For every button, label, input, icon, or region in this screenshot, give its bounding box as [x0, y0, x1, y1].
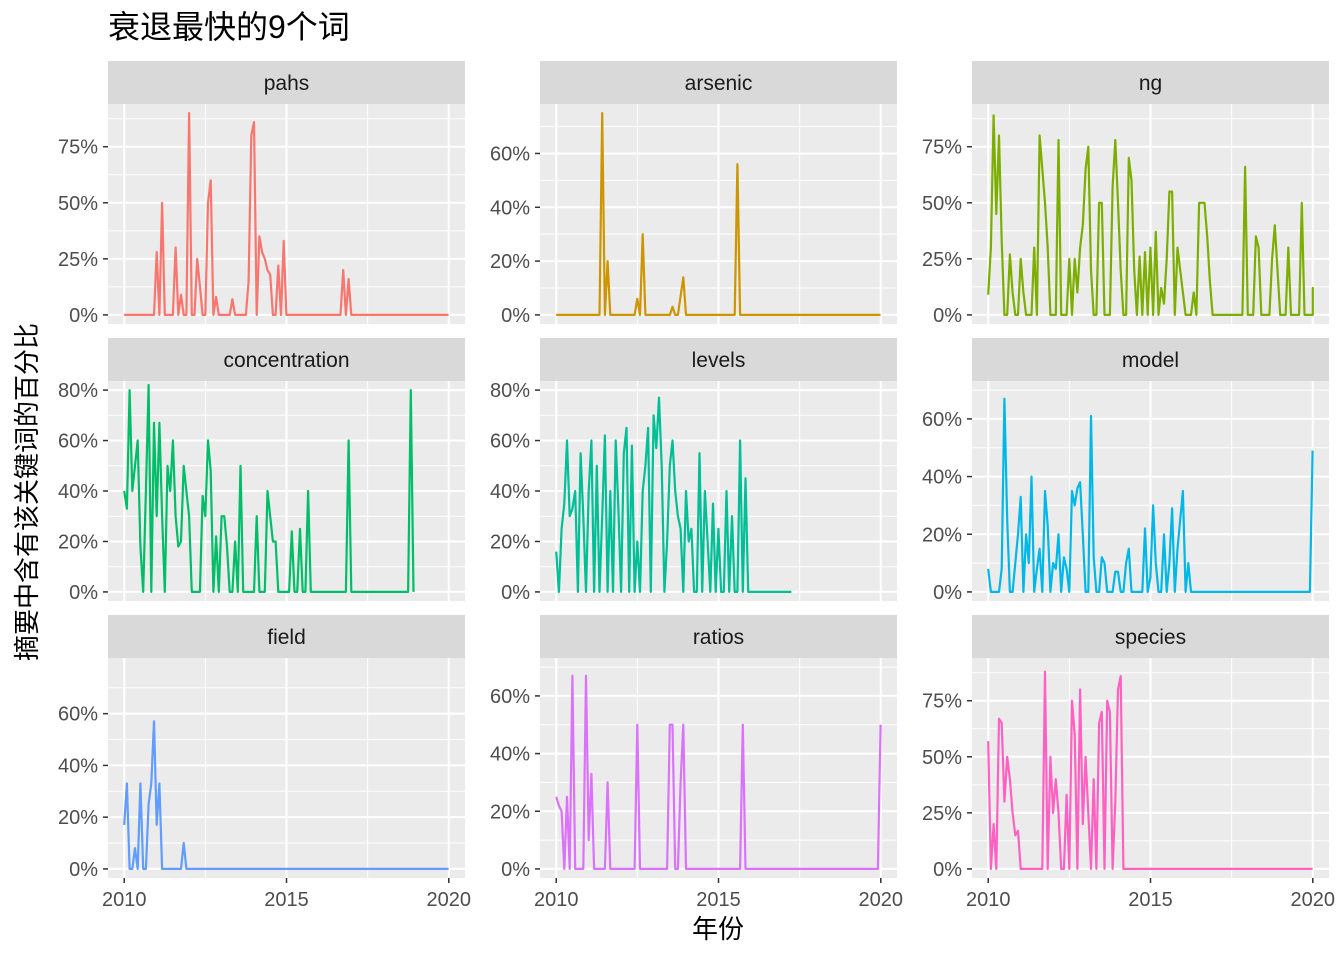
y-tick-label: 0% [69, 582, 98, 604]
strip-species [972, 615, 1329, 658]
y-tick-label: 0% [933, 305, 962, 327]
strip-levels [540, 338, 897, 381]
x-tick-label: 2020 [859, 889, 904, 911]
y-tick-label: 40% [490, 481, 530, 503]
y-tick-label: 60% [922, 409, 962, 431]
x-tick-label: 2010 [102, 889, 147, 911]
strip-pahs [108, 61, 465, 104]
strip-ratios [540, 615, 897, 658]
y-tick-label: 75% [922, 137, 962, 159]
x-axis-title: 年份 [692, 914, 744, 944]
y-tick-label: 20% [490, 801, 530, 823]
x-tick-label: 2010 [534, 889, 579, 911]
y-tick-label: 20% [922, 524, 962, 546]
y-tick-label: 60% [490, 143, 530, 165]
y-tick-label: 20% [490, 531, 530, 553]
y-tick-label: 50% [922, 193, 962, 215]
series-line-ng [987, 114, 1314, 316]
y-tick-label: 40% [490, 197, 530, 219]
y-tick-label: 20% [58, 807, 98, 829]
y-tick-label: 40% [58, 755, 98, 777]
y-tick-label: 0% [933, 582, 962, 604]
x-tick-label: 2015 [264, 889, 309, 911]
y-tick-label: 20% [58, 531, 98, 553]
series-line-concentration [123, 383, 415, 594]
series-line-arsenic [556, 111, 881, 316]
strip-arsenic [540, 61, 897, 104]
x-tick-label: 2015 [1128, 889, 1173, 911]
y-tick-label: 0% [933, 859, 962, 881]
y-tick-label: 0% [501, 859, 530, 881]
strip-label-pahs: pahs [264, 72, 310, 95]
series-line-model [987, 397, 1314, 594]
panel-levels: levels 0% 20% 40% 60% 80% [490, 338, 897, 604]
y-tick-label: 60% [58, 431, 98, 453]
y-tick-label: 25% [922, 249, 962, 271]
y-tick-label: 75% [58, 137, 98, 159]
panel-concentration: concentration 0% 20% 40% 60% 80% [58, 338, 465, 604]
y-tick-label: 75% [922, 691, 962, 713]
y-tick-label: 0% [501, 305, 530, 327]
x-tick-label: 2020 [427, 889, 472, 911]
y-tick-label: 0% [69, 305, 98, 327]
strip-label-field: field [267, 626, 306, 649]
series-line-species [987, 670, 1313, 871]
facet-panels: pahs 0% 25% 50% 75% arsenic 0% 20% 40% 60% ng 0% 25%… [58, 61, 1335, 911]
y-tick-label: 60% [490, 686, 530, 708]
y-tick-label: 20% [490, 251, 530, 273]
panel-ng: ng 0% 25% 50% 75% [922, 61, 1329, 327]
panel-species: species 0% 25% 50% 75% 2010 2015 2020 [922, 615, 1335, 911]
strip-field [108, 615, 465, 658]
y-tick-label: 25% [922, 803, 962, 825]
y-tick-label: 25% [58, 249, 98, 271]
x-tick-label: 2010 [966, 889, 1011, 911]
strip-concentration [108, 338, 465, 381]
y-tick-label: 40% [490, 744, 530, 766]
series-line-pahs [124, 111, 449, 316]
y-tick-label: 50% [922, 747, 962, 769]
strip-label-levels: levels [692, 349, 746, 372]
y-tick-label: 0% [69, 859, 98, 881]
panel-pahs: pahs 0% 25% 50% 75% [58, 61, 465, 327]
series-line-levels [555, 396, 792, 594]
panel-ratios: ratios 0% 20% 40% 60% 2010 2015 2020 [490, 615, 903, 911]
y-tick-label: 0% [501, 582, 530, 604]
strip-label-concentration: concentration [223, 349, 349, 372]
panel-model: model 0% 20% 40% 60% [922, 338, 1329, 604]
y-tick-label: 40% [58, 481, 98, 503]
y-tick-label: 40% [922, 467, 962, 489]
y-axis-title: 摘要中含有该关键词的百分比 [12, 323, 42, 661]
y-tick-label: 80% [490, 380, 530, 402]
series-line-ratios [555, 674, 882, 871]
chart-title: 衰退最快的9个词 [108, 9, 350, 45]
strip-label-ratios: ratios [693, 626, 744, 649]
x-tick-label: 2015 [696, 889, 741, 911]
y-tick-label: 60% [58, 704, 98, 726]
y-tick-label: 80% [58, 380, 98, 402]
strip-model [972, 338, 1329, 381]
strip-label-species: species [1115, 626, 1186, 649]
y-tick-label: 60% [490, 431, 530, 453]
panel-field: field 0% 20% 40% 60% 2010 2015 2020 [58, 615, 471, 911]
strip-label-ng: ng [1139, 72, 1162, 95]
strip-label-model: model [1122, 349, 1179, 372]
x-tick-label: 2020 [1291, 889, 1336, 911]
panel-arsenic: arsenic 0% 20% 40% 60% [490, 61, 897, 327]
y-tick-label: 50% [58, 193, 98, 215]
strip-ng [972, 61, 1329, 104]
strip-label-arsenic: arsenic [685, 72, 753, 95]
series-line-field [123, 720, 449, 871]
